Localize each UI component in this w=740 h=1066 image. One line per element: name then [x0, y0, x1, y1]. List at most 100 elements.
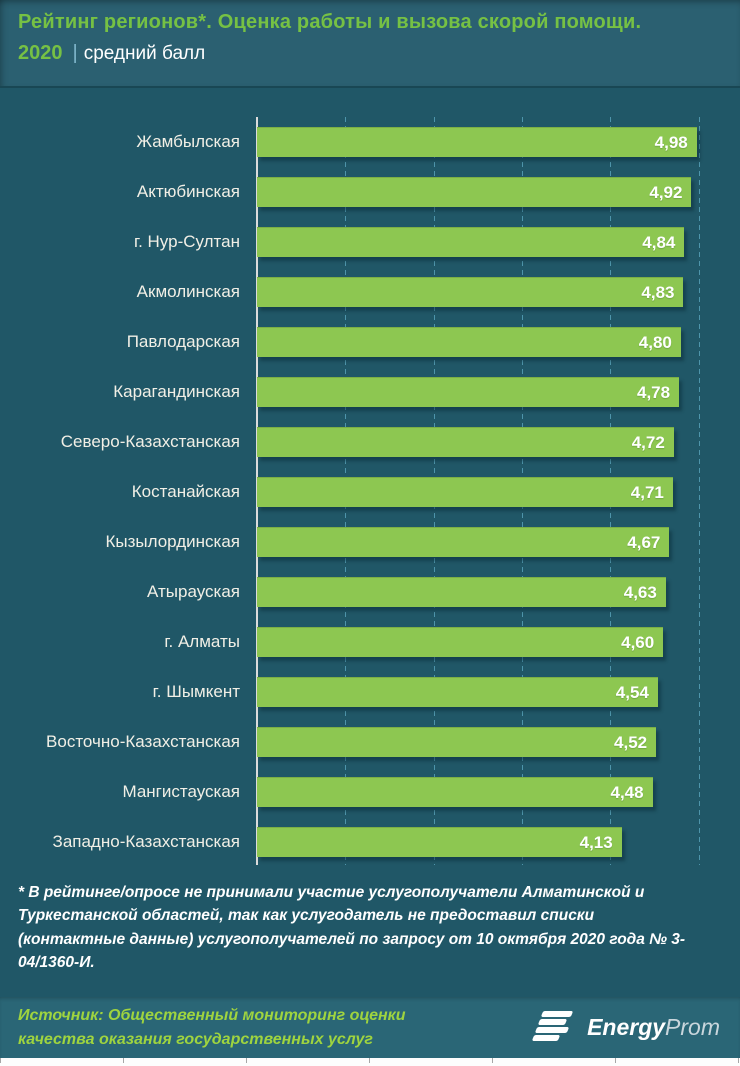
- page-title: Рейтинг регионов*. Оценка работы и вызов…: [18, 11, 642, 33]
- bar: 4,92: [257, 177, 692, 207]
- bar-row: Актюбинская 4,92: [0, 167, 740, 217]
- bar: 4,71: [257, 477, 673, 507]
- bottom-strip-tick: [0, 1058, 1, 1063]
- bar: 4,52: [257, 727, 657, 757]
- region-label: Западно-Казахстанская: [52, 832, 240, 851]
- bar-row: Кызылординская 4,67: [0, 517, 740, 567]
- bar-track: 4,80: [257, 317, 710, 367]
- bar-value: 4,80: [638, 333, 672, 352]
- region-label: Акмолинская: [136, 282, 240, 301]
- bar-row: Павлодарская 4,80: [0, 317, 740, 367]
- region-label: г. Нур-Султан: [133, 232, 240, 251]
- bar-track: 4,72: [257, 417, 710, 467]
- region-label: Восточно-Казахстанская: [46, 732, 240, 751]
- footnote: * В рейтинге/опросе не принимали участие…: [18, 884, 686, 971]
- bar: 4,83: [257, 277, 684, 307]
- bar-track: 4,52: [257, 717, 710, 767]
- bar: 4,80: [257, 327, 681, 357]
- bar-track: 4,13: [257, 817, 710, 867]
- title-separator: |: [72, 42, 78, 64]
- bar: 4,13: [257, 827, 622, 857]
- bar: 4,63: [257, 577, 666, 607]
- bar-row: г. Алматы 4,60: [0, 617, 740, 667]
- bottom-strip-tick: [492, 1058, 493, 1063]
- region-label: Жамбылская: [136, 132, 240, 151]
- bar-track: 4,71: [257, 467, 710, 517]
- bar-track: 4,84: [257, 217, 710, 267]
- logo-energy-text: Energy: [587, 1014, 666, 1040]
- bar-track: 4,67: [257, 517, 710, 567]
- header: Рейтинг регионов*. Оценка работы и вызов…: [0, 0, 740, 88]
- bar-row: г. Шымкент 4,54: [0, 667, 740, 717]
- region-label: Карагандинская: [113, 382, 240, 401]
- bar-rows: Жамбылская 4,98 Актюбинская 4,92 г. Нур-…: [0, 117, 740, 867]
- bar-row: Мангистауская 4,48: [0, 767, 740, 817]
- bar-value: 4,83: [641, 283, 675, 302]
- bar-value: 4,13: [579, 833, 613, 852]
- bar: 4,48: [257, 777, 653, 807]
- bar-row: г. Нур-Султан 4,84: [0, 217, 740, 267]
- bar-row: Восточно-Казахстанская 4,52: [0, 717, 740, 767]
- bottom-strip-tick: [123, 1058, 124, 1063]
- region-label: г. Шымкент: [152, 682, 240, 701]
- bar-value: 4,63: [623, 583, 657, 602]
- bottom-strip: [0, 1058, 740, 1066]
- bar-row: Западно-Казахстанская 4,13: [0, 817, 740, 867]
- bottom-strip-tick: [615, 1058, 616, 1063]
- bar-value: 4,84: [642, 233, 676, 252]
- bar: 4,67: [257, 527, 670, 557]
- bar-row: Атырауская 4,63: [0, 567, 740, 617]
- bar-value: 4,52: [614, 733, 648, 752]
- energyprom-logo-icon: [531, 1010, 578, 1045]
- bar-row: Северо-Казахстанская 4,72: [0, 417, 740, 467]
- bar-value: 4,92: [649, 183, 683, 202]
- bar: 4,60: [257, 627, 664, 657]
- bottom-strip-tick: [738, 1058, 739, 1063]
- region-label: Павлодарская: [126, 332, 240, 351]
- gridline: [698, 117, 700, 865]
- bar: 4,78: [257, 377, 680, 407]
- energyprom-logo: EnergyProm: [531, 1010, 720, 1045]
- region-label: Актюбинская: [136, 182, 240, 201]
- bar-row: Костанайская 4,71: [0, 467, 740, 517]
- title-year: 2020: [18, 42, 63, 64]
- bar-value: 4,60: [621, 633, 655, 652]
- region-label: Кызылординская: [105, 532, 240, 551]
- bar-value: 4,54: [615, 683, 649, 702]
- bar-value: 4,71: [630, 483, 664, 502]
- bar: 4,98: [257, 127, 697, 157]
- source-band: Источник: Общественный мониторинг оценки…: [0, 997, 740, 1058]
- bar-track: 4,63: [257, 567, 710, 617]
- bar-value: 4,48: [610, 783, 644, 802]
- bar-track: 4,78: [257, 367, 710, 417]
- bar: 4,84: [257, 227, 685, 257]
- title-subtitle: средний балл: [83, 43, 206, 64]
- bar-row: Акмолинская 4,83: [0, 267, 740, 317]
- bar-track: 4,98: [257, 117, 710, 167]
- region-label: Мангистауская: [122, 782, 240, 801]
- bar-value: 4,67: [627, 533, 661, 552]
- bar-row: Жамбылская 4,98: [0, 117, 740, 167]
- region-label: Атырауская: [147, 582, 240, 601]
- bottom-strip-tick: [369, 1058, 370, 1063]
- bar-value: 4,72: [631, 433, 665, 452]
- bottom-strip-tick: [246, 1058, 247, 1063]
- bar-track: 4,60: [257, 617, 710, 667]
- bar-chart: Жамбылская 4,98 Актюбинская 4,92 г. Нур-…: [0, 88, 740, 865]
- energyprom-logo-text: EnergyProm: [587, 1014, 720, 1041]
- bar-value: 4,98: [654, 133, 688, 152]
- page-subtitle-line: 2020 | средний балл: [18, 42, 722, 65]
- region-label: Костанайская: [131, 482, 240, 501]
- bar-track: 4,48: [257, 767, 710, 817]
- bar-track: 4,54: [257, 667, 710, 717]
- bar-value: 4,78: [637, 383, 671, 402]
- bar: 4,54: [257, 677, 658, 707]
- source-text: Источник: Общественный мониторинг оценки…: [18, 1007, 406, 1048]
- bar-track: 4,83: [257, 267, 710, 317]
- bar: 4,72: [257, 427, 674, 457]
- logo-prom-text: Prom: [665, 1014, 720, 1040]
- bar-track: 4,92: [257, 167, 710, 217]
- bar-row: Карагандинская 4,78: [0, 367, 740, 417]
- region-label: г. Алматы: [164, 632, 240, 651]
